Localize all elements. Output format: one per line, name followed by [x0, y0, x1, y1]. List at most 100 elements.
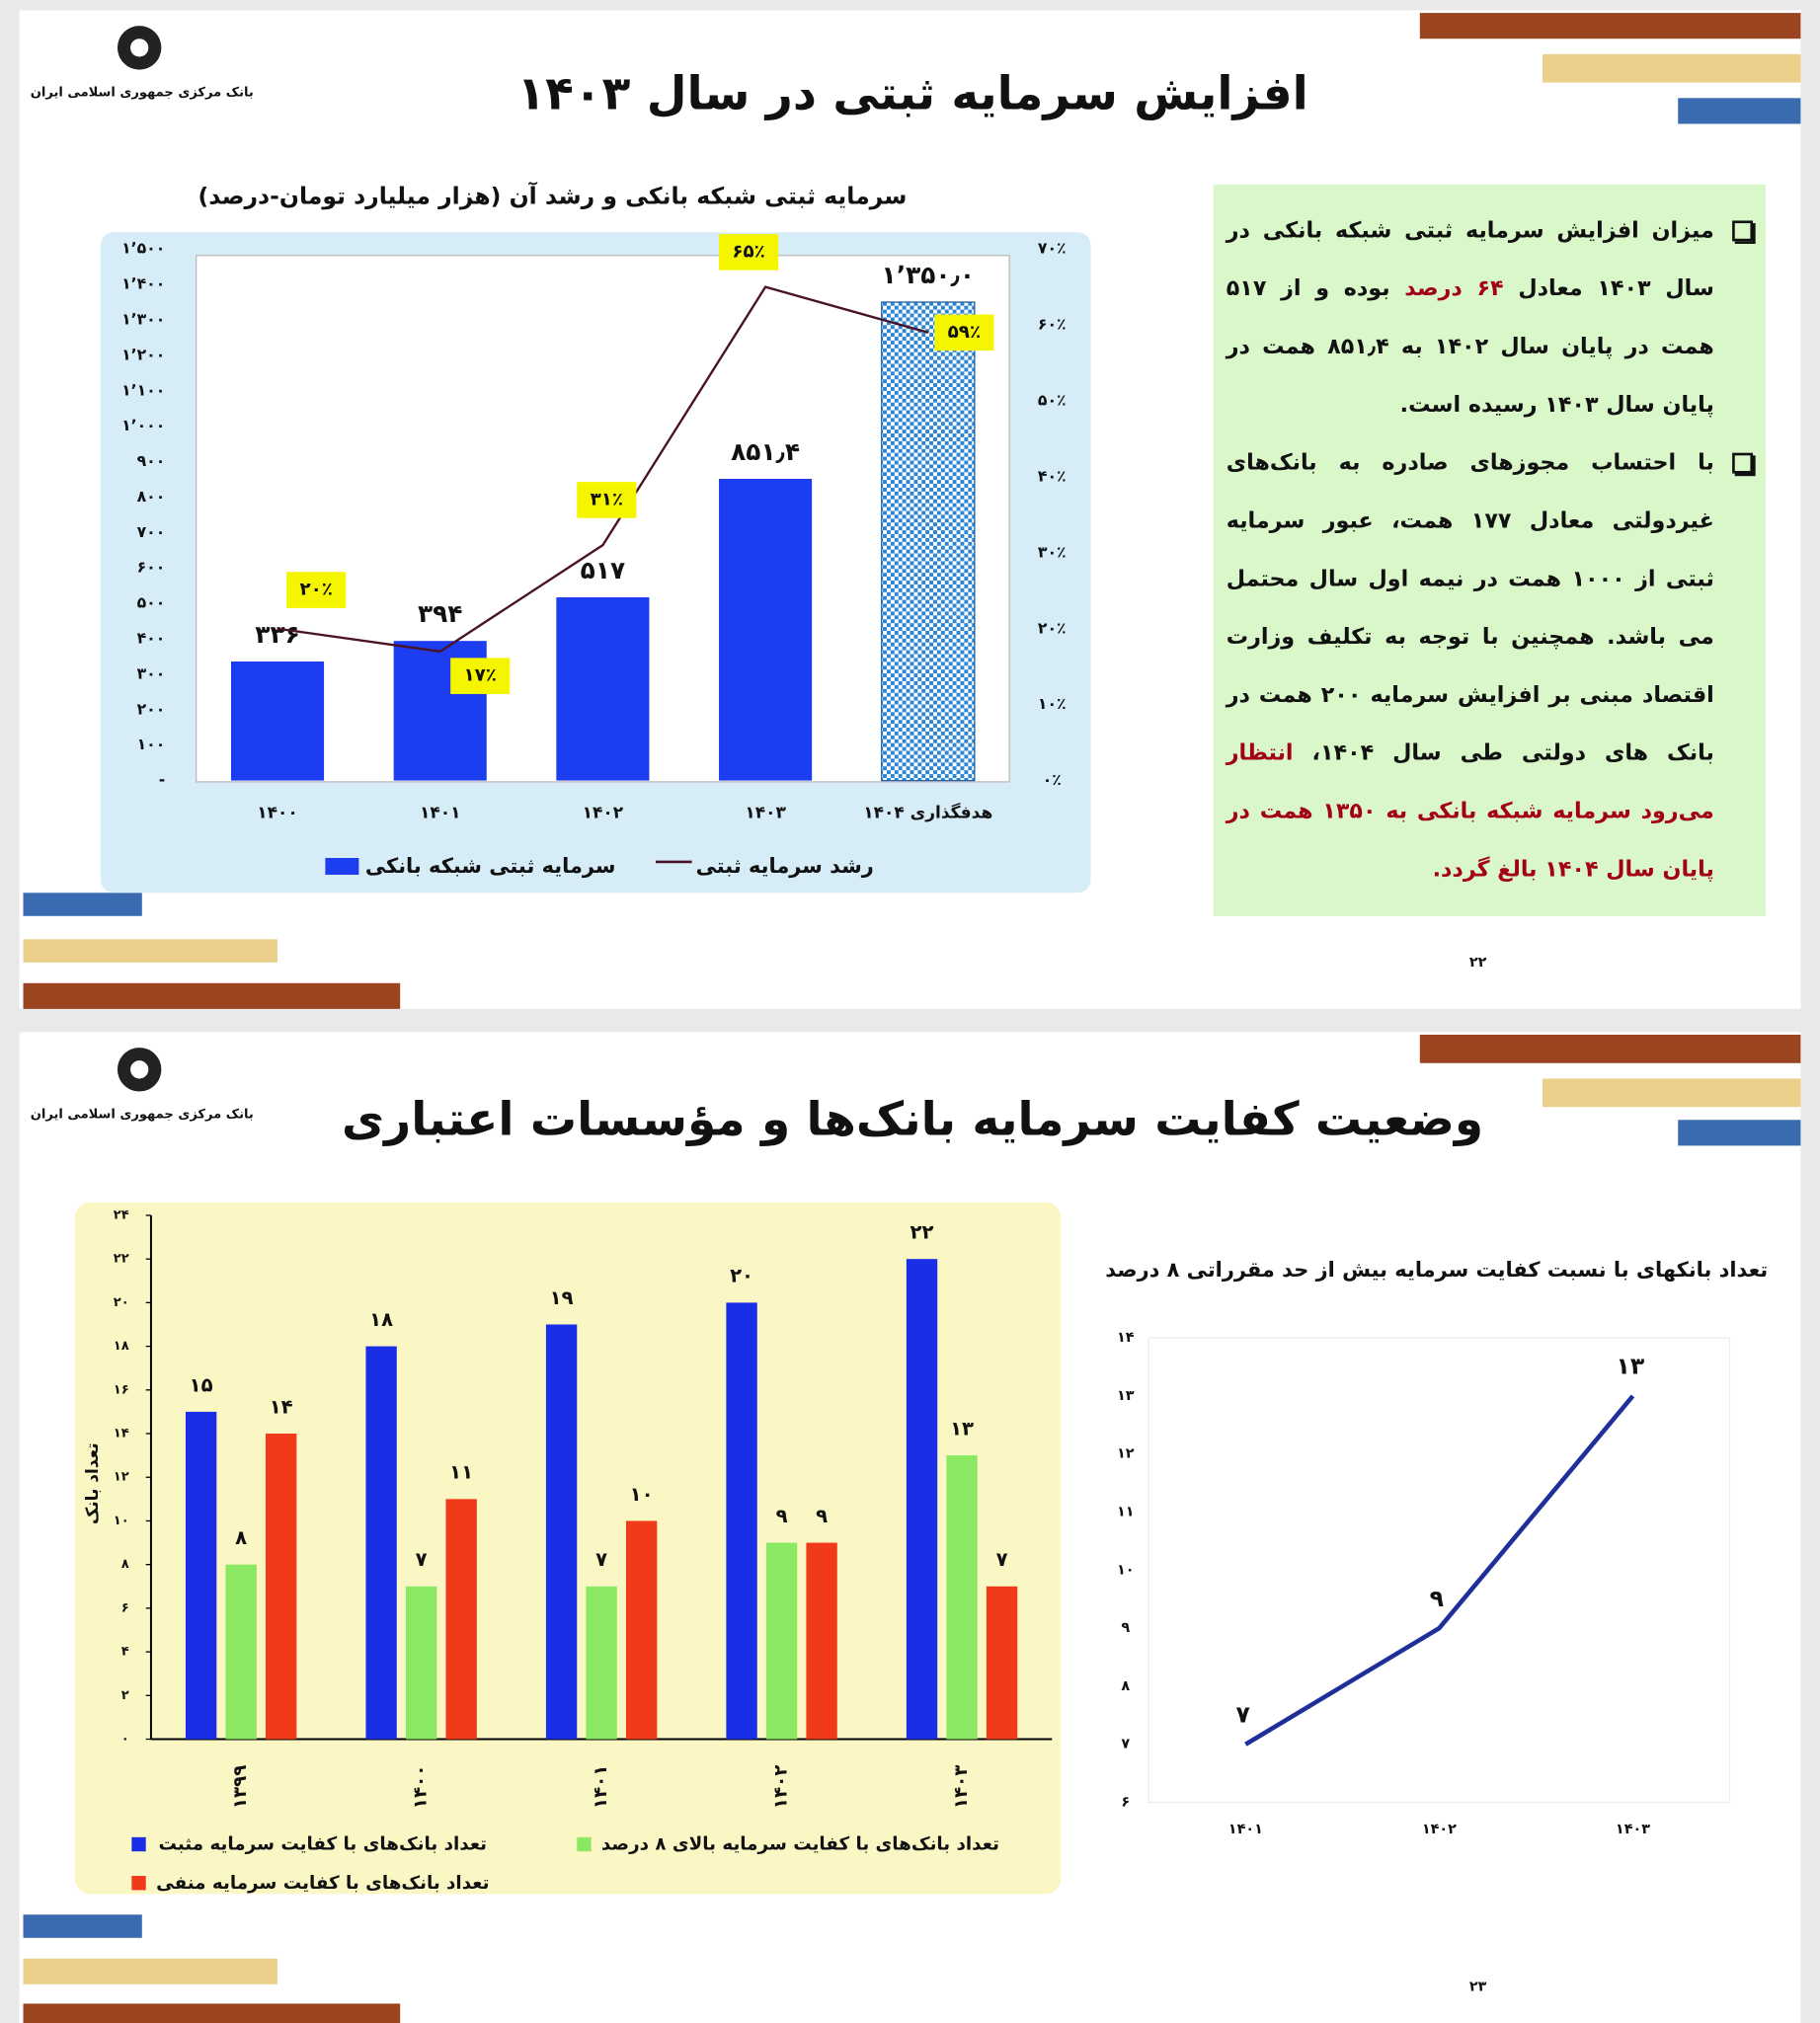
data-label: ۲۲: [910, 1221, 934, 1244]
y-tick-label: ۲۰۰: [137, 699, 166, 718]
x-tick-label: ۱۴۰۳: [745, 803, 786, 822]
y-tick-label: ۲۲: [114, 1252, 129, 1267]
data-label: ۸۵۱٫۴: [731, 437, 800, 466]
y-tick-label: ۱۳: [1117, 1388, 1135, 1404]
label-box: [577, 482, 637, 518]
y-tick-label: ۴۰٪: [1038, 466, 1067, 485]
y-tick-label: ۶: [1121, 1795, 1130, 1811]
y-tick-label: ۱٬۵۰۰: [121, 239, 165, 258]
y-tick-label: ۱۴: [114, 1427, 129, 1441]
logo-text: بانک مرکزی جمهوری اسلامی ایران: [31, 86, 254, 101]
label-box: [719, 234, 779, 271]
y-tick-label: ۱۰۰: [137, 735, 166, 753]
slide-title: افزایش سرمایه ثبتی در سال ۱۴۰۳: [516, 67, 1307, 121]
text-segment: میزان افزایش سرمایه ثبتی شبکه بانکی در س…: [1226, 217, 1714, 302]
slide-title: وضعیت کفایت سرمایه بانک‌ها و مؤسسات اعتب…: [342, 1092, 1483, 1146]
bar: [986, 1586, 1018, 1740]
text-segment: با احتساب مجوزهای صادره به بانک‌های غیرد…: [1226, 450, 1714, 767]
x-tick-label: ۱۴۰۱: [591, 1765, 611, 1810]
y-tick-label: ۱۰: [114, 1514, 129, 1528]
y-tick-label: ۱٬۴۰۰: [121, 274, 165, 293]
label-box: [934, 314, 994, 351]
legend-label: رشد سرمایه ثبتی: [696, 854, 874, 878]
text-segment: ۶۴ درصد: [1404, 275, 1504, 302]
text-segment: بوده و از ۵۱۷ همت در پایان سال ۱۴۰۲ به ۸…: [1226, 275, 1714, 419]
data-label: ۷: [416, 1548, 428, 1571]
decor-strip: [1542, 1078, 1801, 1108]
x-tick-label: ۱۴۰۰: [257, 803, 297, 822]
decor-strip: [1419, 1035, 1801, 1063]
text-segment: انتظار می‌رود سرمایه شبکه بانکی به ۱۳۵۰ …: [1226, 740, 1714, 883]
line: [277, 285, 929, 654]
data-label: ۱۱: [449, 1461, 473, 1484]
y-tick-label: ۶: [121, 1600, 129, 1615]
page-number: ۲۲: [1469, 955, 1487, 971]
bar: [556, 597, 650, 781]
y-tick-label: ۸۰۰: [137, 487, 166, 506]
data-label: ۳۳۶: [255, 620, 299, 649]
y-tick-label: ۷۰۰: [137, 522, 166, 541]
bar: [906, 1259, 938, 1740]
y-tick-label: ۳۰٪: [1038, 542, 1067, 561]
data-label: ۱۷٪: [463, 665, 496, 686]
y-tick-label: ۳۰۰: [137, 663, 166, 682]
y-tick-label: ۹: [1121, 1620, 1130, 1636]
legend-label: تعداد بانک‌های با کفایت سرمایه منفی: [156, 1873, 489, 1894]
decor-strip: [1678, 98, 1801, 124]
data-label: ۱۳: [950, 1418, 974, 1440]
bar: [881, 301, 976, 782]
bar: [586, 1586, 617, 1740]
bar: [946, 1455, 978, 1740]
decor-strip: [1678, 1120, 1801, 1146]
bar: [265, 1434, 297, 1740]
data-label: ۵۹٪: [948, 322, 981, 343]
y-tick-label: ۱۸: [114, 1339, 129, 1354]
y-tick-label: ۱۶: [114, 1382, 129, 1397]
bar: [365, 1346, 397, 1740]
legend-swatch: [131, 1876, 146, 1891]
legend-label: تعداد بانک‌های با کفایت سرمایه مثبت: [159, 1834, 488, 1855]
y-tick-label: ۱۲: [1117, 1446, 1135, 1462]
y-tick-label: ۱۲: [114, 1470, 129, 1485]
y-tick-label: ۵۰۰: [137, 593, 166, 612]
x-tick-label: ۱۴۰۱: [420, 803, 460, 822]
label-box: [286, 572, 347, 608]
plot-area: [1147, 1337, 1731, 1804]
bar: [719, 479, 813, 781]
y-tick-label: ۴۰۰: [137, 629, 166, 648]
y-tick-label: ۲۰: [114, 1295, 129, 1310]
x-tick-label: ۱۳۹۹: [230, 1765, 251, 1810]
y-tick-label: ۰: [121, 1732, 129, 1747]
data-label: ۹: [776, 1505, 788, 1527]
y-tick-label: ۴: [121, 1645, 129, 1660]
paragraph: میزان افزایش سرمایه ثبتی شبکه بانکی در س…: [1226, 202, 1754, 434]
data-label: ۲۰: [730, 1265, 753, 1287]
bar: [185, 1411, 217, 1740]
x-tick-label: ۱۴۰۲: [583, 803, 624, 822]
line: [1244, 1394, 1635, 1747]
data-label: ۱۴: [270, 1395, 293, 1418]
data-label: ۱۹: [550, 1286, 574, 1309]
y-tick-label: -: [159, 770, 166, 789]
y-tick-label: ۱۴: [1117, 1330, 1135, 1346]
y-tick-label: ۷: [1121, 1737, 1130, 1752]
decor-strip: [1419, 13, 1801, 39]
data-label: ۱٬۳۵۰٫۰: [882, 261, 975, 289]
decor-strip: [23, 982, 401, 1009]
bar: [625, 1520, 658, 1740]
data-label: ۶۵٪: [732, 241, 764, 262]
x-tick-label: ۱۴۰۳: [951, 1765, 972, 1810]
bar: [806, 1542, 837, 1740]
legend-swatch: [325, 857, 359, 875]
data-label: ۱۵: [190, 1373, 213, 1396]
y-tick-label: ۰٪: [1043, 770, 1062, 789]
data-label: ۱۳: [1616, 1353, 1644, 1380]
legend-swatch: [577, 1836, 592, 1852]
data-label: ۹: [1430, 1585, 1444, 1612]
label-box: [450, 658, 511, 694]
y-axis-title: تعداد بانک: [83, 1442, 103, 1524]
data-label: ۹: [816, 1505, 828, 1527]
